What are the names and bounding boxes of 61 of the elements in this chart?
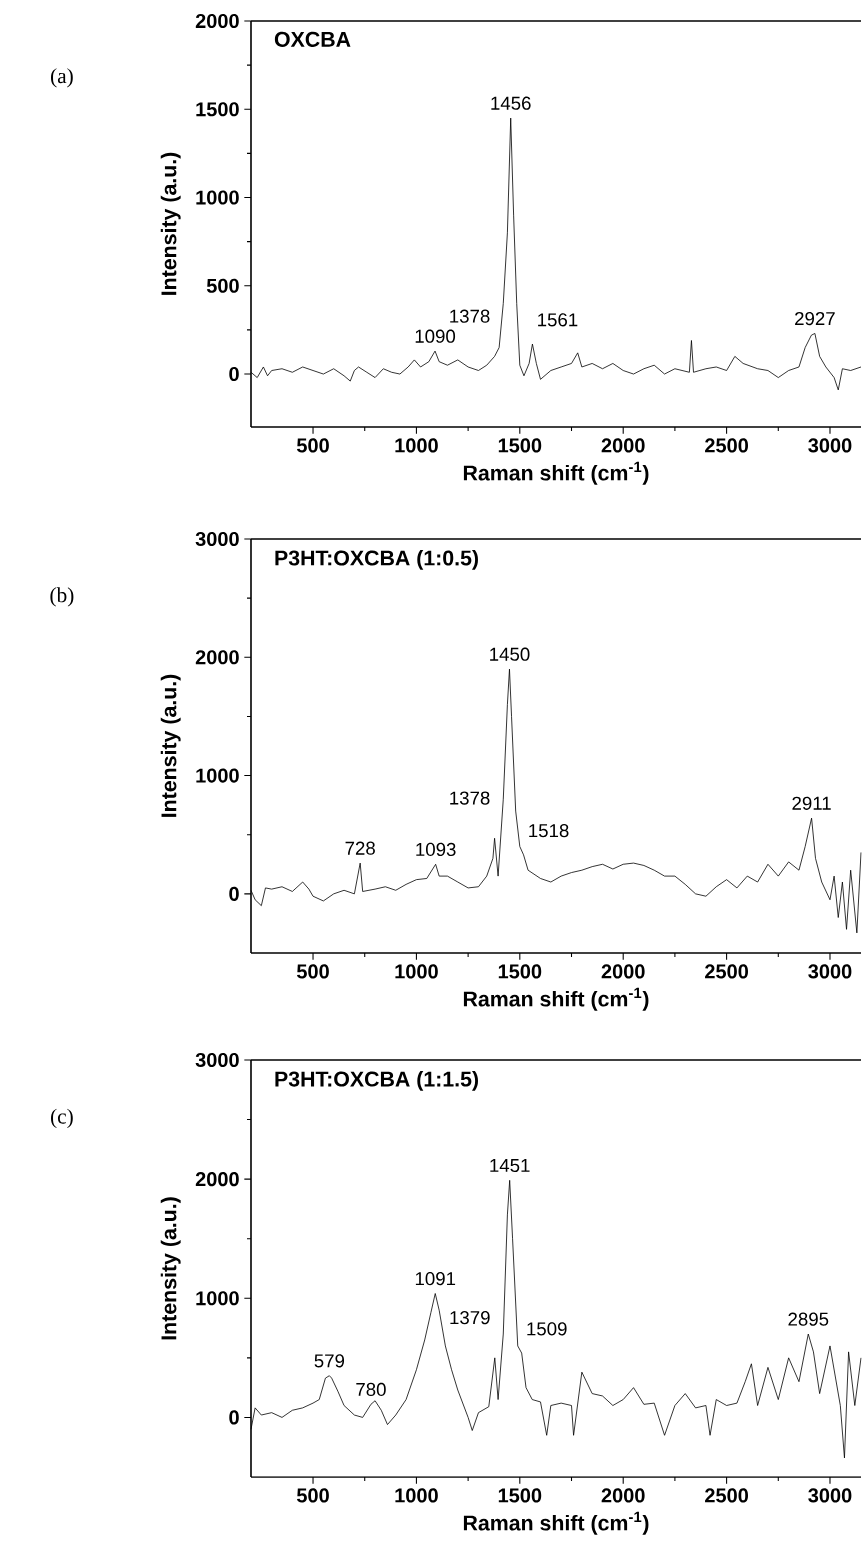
chart-title: P3HT:OXCBA (1:1.5) — [275, 1070, 479, 1091]
x-axis-title: Raman shift (cm$^{-1}$) — [464, 461, 649, 485]
x-tick-label: 1500 — [498, 438, 542, 453]
annotation: 1561 — [538, 313, 578, 327]
x-tick-label: 2000 — [601, 1488, 645, 1503]
x-tick-label: 500 — [297, 1488, 329, 1503]
y-tick-label: 1000 — [196, 1291, 239, 1306]
y-tick-label: 0 — [229, 1410, 239, 1425]
x-tick-label: 1500 — [498, 1488, 542, 1503]
x-axis-title: Raman shift (cm$^{-1}$) — [464, 1511, 649, 1535]
annotation: 1378 — [450, 791, 490, 805]
annotation: 780 — [356, 1382, 386, 1397]
x-axis-title: Raman shift (cm$^{-1}$) — [464, 987, 649, 1011]
text: (a) — [51, 68, 73, 88]
annotation: 579 — [314, 1354, 345, 1368]
y-tick-label: 3000 — [195, 531, 239, 547]
y-tick-label: 1000 — [196, 768, 239, 783]
annotation: 1091 — [415, 1272, 456, 1286]
x-tick-label: 3000 — [808, 964, 852, 979]
annotation: 2911 — [792, 796, 831, 810]
y-axis-title: Intensity (a.u.) — [160, 1197, 181, 1340]
y-tick-label: 2000 — [195, 650, 239, 665]
annotation: 1451 — [490, 1159, 530, 1173]
x-tick-label: 1000 — [395, 438, 438, 453]
y-axis-title: Intensity (a.u.) — [160, 674, 181, 817]
chart-title: OXCBA — [274, 31, 351, 47]
y-tick-label: 500 — [206, 278, 239, 293]
annotation: 1378 — [450, 309, 490, 323]
x-tick-label: 3000 — [808, 438, 852, 453]
annotation: 2927 — [795, 311, 835, 326]
x-tick-label: 3000 — [808, 1488, 852, 1503]
annotation: 1456 — [491, 96, 531, 110]
annotation: 1379 — [450, 1311, 490, 1325]
annotation: 1509 — [527, 1322, 567, 1336]
annotation: 1518 — [529, 823, 569, 838]
x-tick-label: 500 — [297, 438, 329, 453]
y-tick-label: 0 — [229, 886, 239, 901]
x-tick-label: 2000 — [601, 964, 645, 979]
text: (c) — [51, 1108, 73, 1129]
text: (b) — [50, 587, 74, 607]
x-tick-label: 1500 — [498, 964, 542, 979]
y-axis-title: Intensity (a.u.) — [160, 152, 181, 295]
annotation: 1093 — [416, 842, 456, 857]
y-tick-label: 1500 — [196, 102, 239, 117]
chart-title: P3HT:OXCBA (1:0.5) — [275, 549, 479, 570]
x-tick-label: 2500 — [705, 438, 749, 453]
y-tick-label: 2000 — [195, 13, 239, 29]
annotation: 728 — [345, 841, 376, 855]
y-tick-label: 0 — [229, 366, 239, 382]
annotation: 1090 — [415, 329, 456, 343]
x-tick-label: 2000 — [601, 438, 645, 453]
x-tick-label: 1000 — [395, 964, 438, 979]
y-tick-label: 3000 — [195, 1052, 239, 1068]
x-tick-label: 2500 — [705, 1488, 749, 1503]
x-tick-label: 500 — [297, 964, 329, 979]
y-tick-label: 2000 — [195, 1172, 239, 1187]
y-tick-label: 1000 — [196, 190, 239, 205]
x-tick-label: 2500 — [705, 964, 749, 979]
annotation: 1450 — [490, 647, 530, 661]
annotation: 2895 — [788, 1312, 829, 1326]
x-tick-label: 1000 — [395, 1488, 438, 1503]
